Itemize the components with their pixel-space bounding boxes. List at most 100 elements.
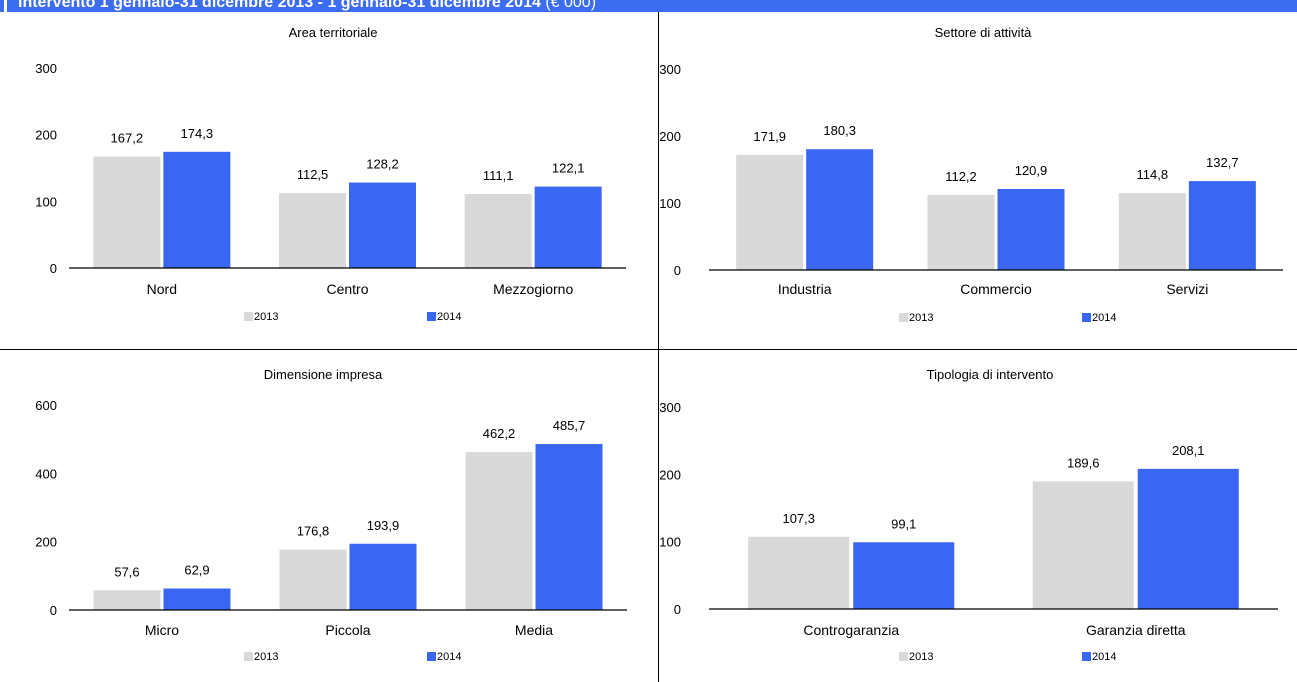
- category-label: Centro: [326, 281, 368, 297]
- bar-2014-mezzogiorno: [534, 186, 602, 268]
- data-label: 114,8: [1137, 167, 1169, 182]
- category-label: Media: [515, 622, 553, 638]
- data-label: 189,6: [1067, 455, 1100, 470]
- category-label: Piccola: [325, 622, 370, 638]
- category-label: Nord: [147, 281, 177, 297]
- data-label: 120,9: [1015, 163, 1048, 178]
- legend-label: 2013: [254, 651, 278, 663]
- bar-2014-industria: [806, 149, 874, 270]
- chart-dimensione-impresa: Dimensione impresa 0 200 400 600 57,6 62,9 Micr…: [35, 367, 627, 663]
- legend-swatch-2014: [1082, 652, 1091, 661]
- bar-2013-mezzogiorno: [464, 193, 532, 268]
- legend-label: 2014: [1092, 651, 1116, 663]
- data-label: 107,3: [782, 511, 815, 526]
- panel-dimensione-impresa: Dimensione impresa 0 200 400 600 57,6 62,9 Micr…: [0, 350, 658, 682]
- legend-swatch-2014: [427, 652, 436, 661]
- header-bar: intervento 1 gennaio-31 dicembre 2013 - …: [0, 0, 1297, 12]
- bar-2013-industria: [736, 154, 804, 270]
- bar-2013-controgaranzia: [748, 536, 850, 609]
- chart-title: Settore di attività: [935, 25, 1033, 40]
- y-tick-label: 300: [659, 62, 681, 77]
- bar-2014-micro: [163, 588, 231, 610]
- header-title: intervento 1 gennaio-31 dicembre 2013 - …: [18, 0, 541, 11]
- bar-2013-garanzia-diretta: [1032, 481, 1134, 609]
- y-tick-label: 0: [50, 603, 57, 618]
- data-label: 171,9: [753, 129, 786, 144]
- bar-2013-piccola: [279, 549, 347, 610]
- data-label: 167,2: [111, 131, 144, 146]
- bar-2013-servizi: [1118, 193, 1186, 270]
- data-label: 208,1: [1172, 443, 1205, 458]
- bar-2014-commercio: [997, 188, 1065, 270]
- legend-label: 2013: [909, 312, 933, 324]
- bar-2014-garanzia-diretta: [1137, 468, 1239, 609]
- bar-2014-media: [535, 444, 603, 610]
- chart-tipologia-intervento: Tipologia di intervento 0 100 200 300 107,3 99…: [659, 367, 1278, 663]
- chart-title: Tipologia di intervento: [927, 367, 1054, 382]
- y-tick-label: 100: [659, 196, 681, 211]
- data-label: 111,1: [483, 168, 514, 183]
- chart-title: Dimensione impresa: [264, 367, 383, 382]
- data-label: 132,7: [1206, 155, 1239, 170]
- category-label: Controgaranzia: [803, 622, 899, 638]
- category-label: Commercio: [960, 281, 1032, 297]
- y-tick-label: 400: [35, 466, 57, 481]
- legend-swatch-2013: [244, 312, 253, 321]
- bar-2014-piccola: [349, 543, 417, 610]
- category-label: Industria: [778, 281, 832, 297]
- chart-area-territoriale: Area territoriale 0 100 200 300 167,2 174,3 Nor…: [35, 25, 626, 323]
- y-tick-label: 200: [35, 128, 57, 143]
- legend-swatch-2013: [899, 652, 908, 661]
- header-unit: (€ 000): [540, 0, 597, 11]
- vertical-divider: [658, 12, 659, 682]
- panel-settore-attivita: Settore di attività 0 100 200 300 171,9 180,3 I…: [659, 12, 1297, 349]
- y-tick-label: 600: [35, 398, 57, 413]
- data-label: 62,9: [184, 563, 209, 578]
- y-tick-label: 300: [659, 400, 681, 415]
- bar-2013-micro: [93, 590, 161, 610]
- horizontal-divider: [0, 349, 1297, 350]
- y-tick-label: 200: [659, 467, 681, 482]
- bar-2014-servizi: [1188, 181, 1256, 270]
- data-label: 176,8: [297, 524, 330, 539]
- category-label: Mezzogiorno: [493, 281, 573, 297]
- legend-swatch-2014: [1082, 313, 1091, 322]
- bar-2014-nord: [163, 151, 231, 268]
- y-tick-label: 0: [674, 263, 681, 278]
- data-label: 462,2: [483, 426, 516, 441]
- legend-label: 2014: [437, 651, 461, 663]
- bar-2013-centro: [279, 193, 346, 268]
- data-label: 180,3: [823, 123, 856, 138]
- legend-label: 2013: [909, 651, 933, 663]
- bar-2014-controgaranzia: [853, 542, 955, 609]
- data-label: 99,1: [891, 516, 916, 531]
- legend-label: 2013: [254, 311, 278, 323]
- data-label: 57,6: [114, 564, 139, 579]
- y-tick-label: 0: [674, 602, 681, 617]
- y-tick-label: 200: [35, 535, 57, 550]
- legend-swatch-2013: [244, 652, 253, 661]
- data-label: 112,2: [945, 169, 977, 184]
- panel-area-territoriale: Area territoriale 0 100 200 300 167,2 174,3 Nor…: [0, 12, 658, 349]
- bar-2013-commercio: [927, 194, 995, 270]
- panel-tipologia-intervento: Tipologia di intervento 0 100 200 300 107,3 99…: [659, 350, 1297, 682]
- y-tick-label: 0: [50, 261, 57, 276]
- category-label: Micro: [145, 622, 179, 638]
- legend-label: 2014: [437, 311, 461, 323]
- data-label: 485,7: [553, 418, 586, 433]
- data-label: 128,2: [366, 157, 399, 172]
- bar-2013-nord: [93, 156, 161, 268]
- category-label: Garanzia diretta: [1086, 622, 1186, 638]
- header-accent: [4, 0, 7, 12]
- data-label: 193,9: [367, 518, 400, 533]
- data-label: 112,5: [297, 167, 329, 182]
- data-label: 174,3: [181, 126, 214, 141]
- y-tick-label: 100: [659, 535, 681, 550]
- bar-2013-media: [465, 452, 533, 610]
- legend-swatch-2014: [427, 312, 436, 321]
- y-tick-label: 300: [35, 61, 57, 76]
- category-label: Servizi: [1166, 281, 1208, 297]
- chart-title: Area territoriale: [289, 25, 378, 40]
- chart-settore-attivita: Settore di attività 0 100 200 300 171,9 180,3 I…: [659, 25, 1283, 324]
- legend-label: 2014: [1092, 312, 1116, 324]
